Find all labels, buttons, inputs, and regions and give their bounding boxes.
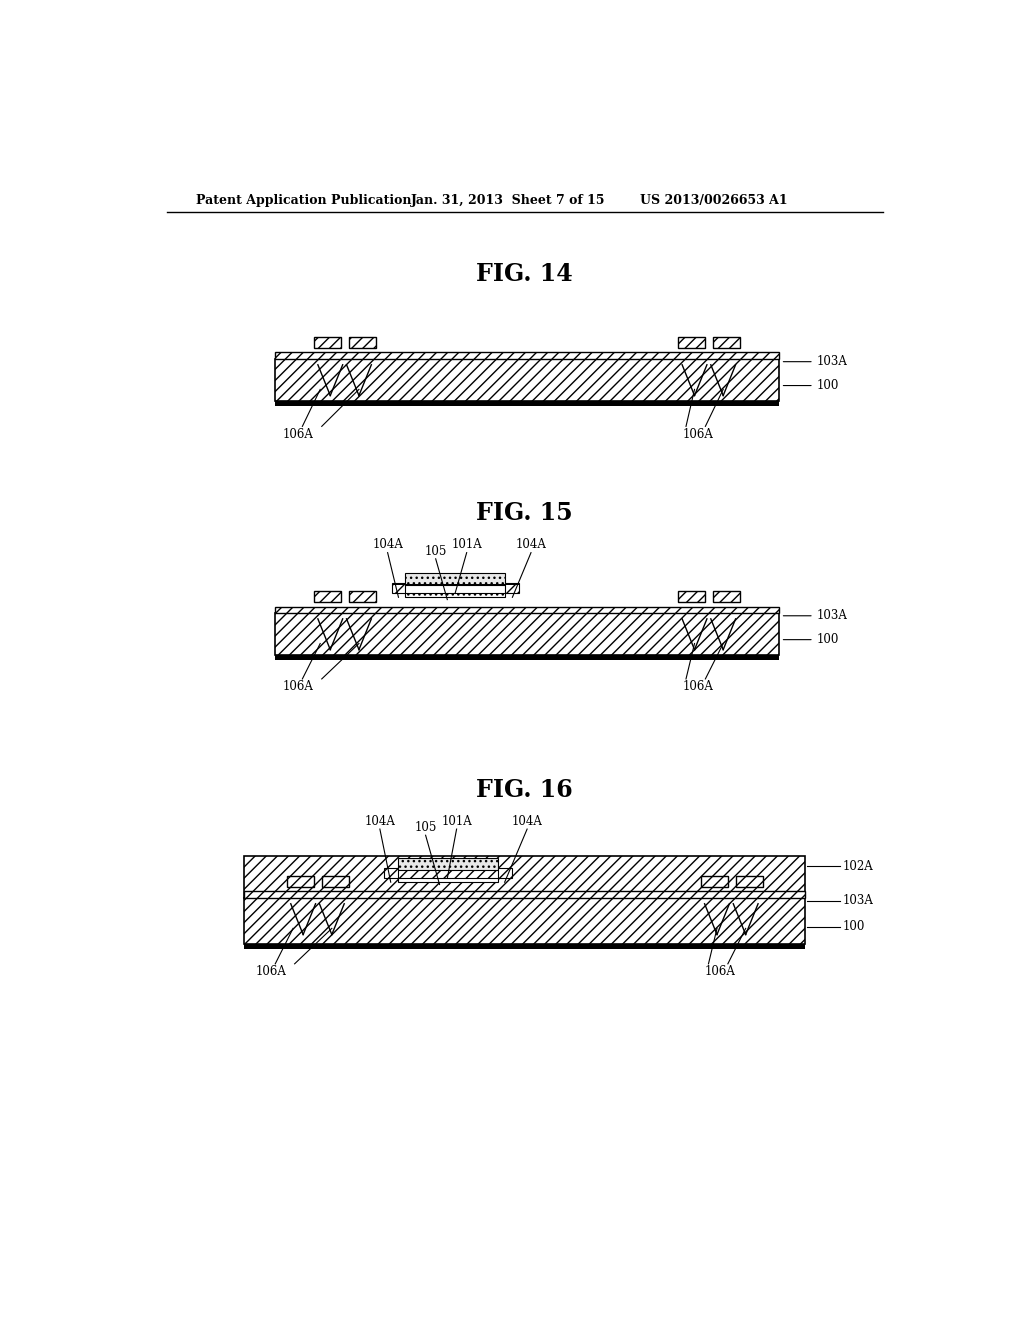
Text: 106A: 106A <box>283 680 314 693</box>
Text: 103A: 103A <box>816 355 847 368</box>
Bar <box>406 573 506 585</box>
Text: 104A: 104A <box>372 539 403 552</box>
Text: 104A: 104A <box>515 539 547 552</box>
Text: 100: 100 <box>843 920 865 933</box>
Text: 104A: 104A <box>512 814 543 828</box>
Text: 101A: 101A <box>452 539 482 552</box>
Text: 102A: 102A <box>843 859 873 873</box>
Bar <box>406 593 506 598</box>
Bar <box>349 337 376 348</box>
Bar <box>245 944 805 949</box>
Bar <box>314 337 341 348</box>
Text: FIG. 16: FIG. 16 <box>476 777 573 801</box>
Bar <box>678 591 706 602</box>
Text: Jan. 31, 2013  Sheet 7 of 15: Jan. 31, 2013 Sheet 7 of 15 <box>411 194 605 207</box>
Text: 105: 105 <box>415 821 437 834</box>
Text: Patent Application Publication: Patent Application Publication <box>197 194 412 207</box>
Bar <box>322 876 349 887</box>
Text: FIG. 15: FIG. 15 <box>476 500 573 524</box>
Text: 106A: 106A <box>283 428 314 441</box>
Text: 106A: 106A <box>682 680 713 693</box>
Bar <box>287 876 314 887</box>
Bar <box>245 891 805 898</box>
Bar <box>384 869 397 878</box>
Bar <box>275 359 779 401</box>
Text: 100: 100 <box>816 379 839 392</box>
Text: 106A: 106A <box>682 428 713 441</box>
Text: 105: 105 <box>425 545 446 557</box>
Text: FIG. 14: FIG. 14 <box>476 261 573 286</box>
Text: 106A: 106A <box>256 965 287 978</box>
Text: 103A: 103A <box>816 610 847 622</box>
Text: 106A: 106A <box>705 965 735 978</box>
Bar <box>713 337 740 348</box>
Bar <box>391 583 406 593</box>
Text: 100: 100 <box>816 634 839 647</box>
Bar <box>275 401 779 407</box>
Text: 104A: 104A <box>365 814 395 828</box>
Text: 103A: 103A <box>843 894 873 907</box>
Bar <box>498 869 512 878</box>
Text: 101A: 101A <box>441 814 472 828</box>
Bar <box>275 612 779 655</box>
Text: US 2013/0026653 A1: US 2013/0026653 A1 <box>640 194 787 207</box>
Bar <box>245 857 805 898</box>
Bar <box>397 878 498 882</box>
Bar <box>314 591 341 602</box>
Bar <box>678 337 706 348</box>
Bar <box>275 655 779 660</box>
Bar <box>735 876 763 887</box>
Bar <box>700 876 728 887</box>
Bar <box>245 898 805 944</box>
Bar <box>275 607 779 612</box>
Bar <box>506 583 519 593</box>
Bar <box>713 591 740 602</box>
Bar <box>349 591 376 602</box>
Bar <box>275 352 779 359</box>
Bar <box>397 858 498 870</box>
